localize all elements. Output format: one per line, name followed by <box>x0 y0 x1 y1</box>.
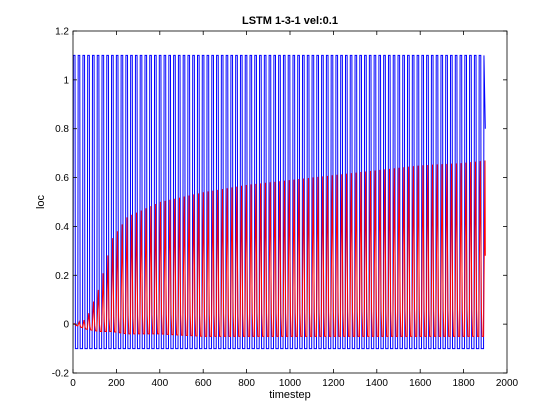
y-tick-label: 0 <box>63 320 69 331</box>
x-tick-label: 1800 <box>452 378 475 389</box>
y-axis-label: loc <box>35 194 47 209</box>
y-tick-label: -0.2 <box>52 369 70 380</box>
x-tick-label: 200 <box>108 378 125 389</box>
x-tick-label: 1200 <box>322 378 345 389</box>
y-tick-label: 0.2 <box>55 271 69 282</box>
x-tick-label: 600 <box>195 378 212 389</box>
series-red-line <box>73 160 486 337</box>
y-tick-label: 0.4 <box>55 222 69 233</box>
x-tick-label: 2000 <box>496 378 519 389</box>
x-axis-label: timestep <box>269 389 311 401</box>
x-tick-label: 1000 <box>279 378 302 389</box>
y-tick-label: 1.2 <box>55 27 69 38</box>
x-tick-label: 800 <box>238 378 255 389</box>
series-blue-line <box>73 54 486 350</box>
y-tick-label: 0.8 <box>55 124 69 135</box>
x-tick-label: 400 <box>151 378 168 389</box>
y-tick-label: 1 <box>63 75 69 86</box>
x-tick-label: 1600 <box>409 378 432 389</box>
x-tick-label: 1400 <box>366 378 389 389</box>
x-tick-label: 0 <box>70 378 76 389</box>
chart-title: LSTM 1-3-1 vel:0.1 <box>242 15 338 27</box>
y-tick-label: 0.6 <box>55 173 69 184</box>
